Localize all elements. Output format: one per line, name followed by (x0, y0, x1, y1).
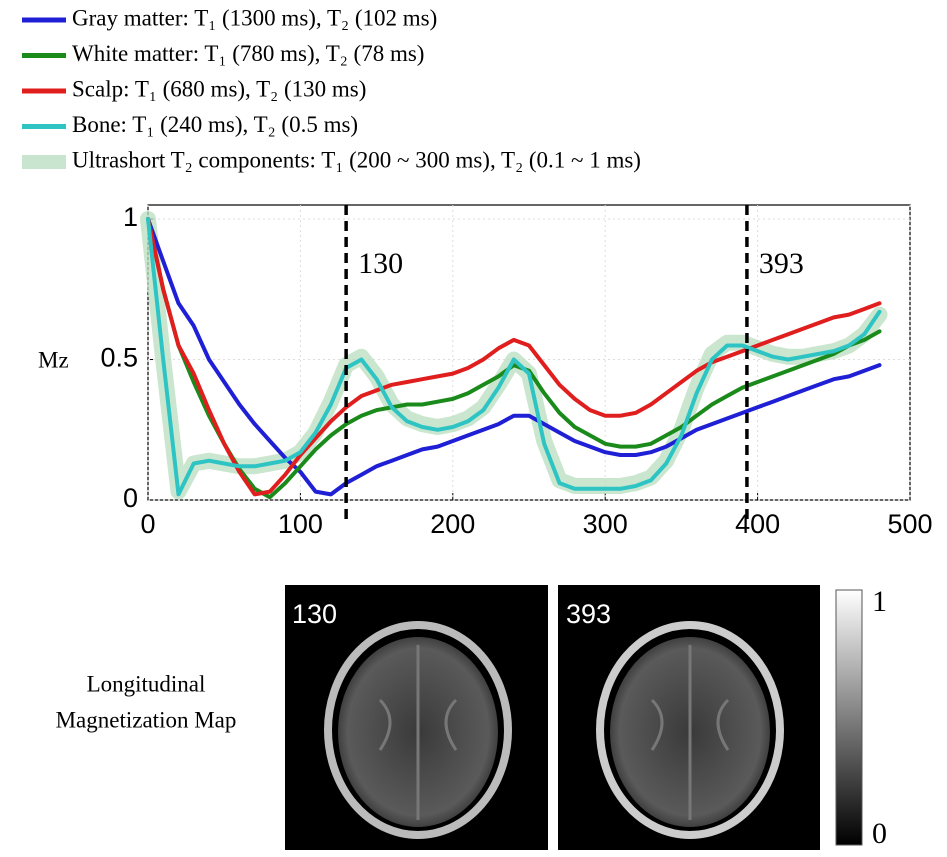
x-tick-label: 100 (278, 509, 323, 539)
marker-label: 393 (759, 247, 804, 280)
colorbar-label: 1 (872, 585, 887, 618)
x-tick-label: 200 (430, 509, 475, 539)
colorbar-label: 0 (872, 817, 887, 850)
y-axis-label: Mz (38, 347, 69, 372)
marker-label: 130 (358, 247, 403, 280)
maps: Longitudinal Magnetization Map 130 393 1… (56, 585, 887, 850)
x-tick-label: 500 (887, 509, 932, 539)
legend-label: White matter: T₁ (780 ms), T₂ (78 ms) (72, 41, 424, 66)
x-tick-label: 400 (735, 509, 780, 539)
legend-label: Ultrashort T₂ components: T₁ (200 ~ 300 … (72, 147, 641, 172)
legend-label: Scalp: T₁ (680 ms), T₂ (130 ms) (72, 76, 366, 101)
y-tick-label: 0.5 (100, 343, 138, 373)
caption-line: Longitudinal (87, 671, 206, 696)
x-tick-label: 0 (140, 509, 155, 539)
legend-label: Gray matter: T₁ (1300 ms), T₂ (102 ms) (72, 5, 437, 30)
figure: Mz Longitudinal Magnetization Map 130 39… (0, 0, 947, 857)
map-panel: 393 (558, 585, 820, 850)
map-panel: 130 (285, 585, 548, 850)
panel-label: 130 (292, 599, 337, 629)
caption-line: Magnetization Map (56, 707, 237, 732)
colorbar (836, 590, 862, 845)
x-tick-label: 300 (583, 509, 628, 539)
y-tick-label: 1 (123, 202, 138, 232)
legend-label: Bone: T₁ (240 ms), T₂ (0.5 ms) (72, 112, 358, 137)
panel-label: 393 (566, 599, 611, 629)
y-tick-label: 0 (123, 483, 138, 513)
